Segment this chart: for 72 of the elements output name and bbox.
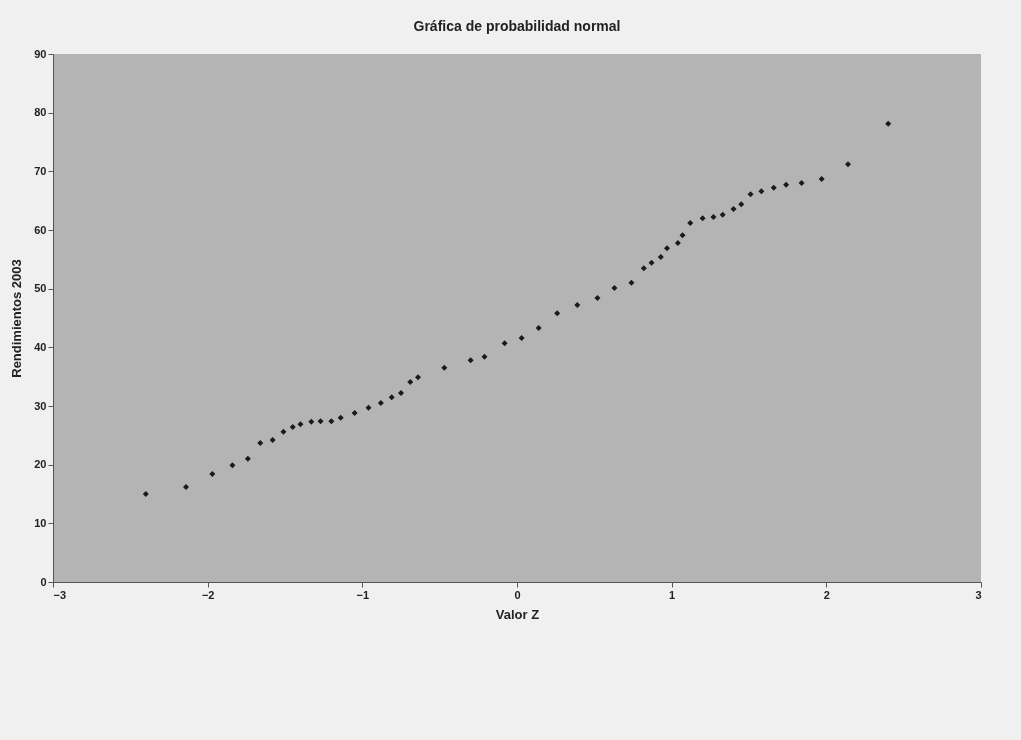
point (640, 265, 647, 272)
point (308, 418, 315, 425)
y-axis-title: Rendimientos 2003 (9, 259, 25, 378)
x-tick-label: −1 (356, 588, 370, 601)
point (317, 418, 324, 425)
point (699, 215, 706, 222)
y-tick-label: 0 (40, 575, 47, 588)
point (142, 491, 149, 497)
x-axis-title: Valor Z (495, 606, 540, 622)
point (280, 428, 287, 435)
point (209, 471, 216, 478)
point (481, 353, 488, 360)
y-tick-label: 60 (34, 223, 47, 236)
point (657, 253, 664, 260)
point (747, 191, 754, 198)
point (710, 214, 717, 221)
point (328, 418, 335, 425)
y-tick-label: 90 (34, 47, 47, 60)
point (738, 201, 745, 208)
point (388, 394, 395, 401)
y-tick-label: 20 (34, 458, 47, 471)
point (674, 239, 681, 246)
point (467, 357, 474, 364)
y-tick-label: 10 (34, 516, 47, 529)
point (415, 374, 422, 381)
y-tick-label: 80 (34, 106, 47, 119)
point (818, 175, 825, 182)
point (679, 232, 686, 239)
point (407, 378, 414, 385)
point (365, 404, 372, 411)
point (628, 279, 635, 286)
x-tick-label: −3 (53, 588, 67, 601)
point (269, 437, 276, 444)
point (783, 181, 790, 188)
x-tick-label: 3 (975, 588, 982, 601)
x-tick-label: 0 (514, 588, 521, 601)
point (337, 414, 344, 421)
chart-title: Gráfica de probabilidad normal (413, 18, 621, 34)
point (257, 439, 264, 446)
point (377, 400, 384, 407)
point (594, 295, 601, 302)
point (844, 161, 851, 168)
point (719, 211, 726, 218)
point (518, 334, 525, 341)
point (648, 259, 655, 266)
point (244, 455, 251, 462)
y-tick-label: 40 (34, 340, 47, 353)
point (758, 188, 765, 195)
point (885, 120, 892, 127)
point (554, 310, 561, 317)
point (229, 462, 236, 469)
x-tick-label: 1 (669, 588, 676, 601)
point (441, 364, 448, 371)
point (535, 324, 542, 331)
point (770, 184, 777, 191)
point (611, 285, 618, 292)
point (798, 180, 805, 187)
y-tick-label: 30 (34, 399, 47, 412)
point (183, 483, 190, 490)
point (289, 424, 296, 431)
y-tick-label: 50 (34, 282, 47, 295)
x-tick-label: −2 (201, 588, 215, 601)
point (664, 245, 671, 252)
point (687, 219, 694, 226)
point (398, 390, 404, 397)
x-tick-label: 2 (823, 588, 830, 601)
y-tick-label: 70 (34, 164, 47, 177)
point (574, 302, 581, 309)
point (351, 410, 358, 417)
point (297, 421, 304, 428)
point (730, 205, 737, 212)
point (501, 340, 508, 347)
